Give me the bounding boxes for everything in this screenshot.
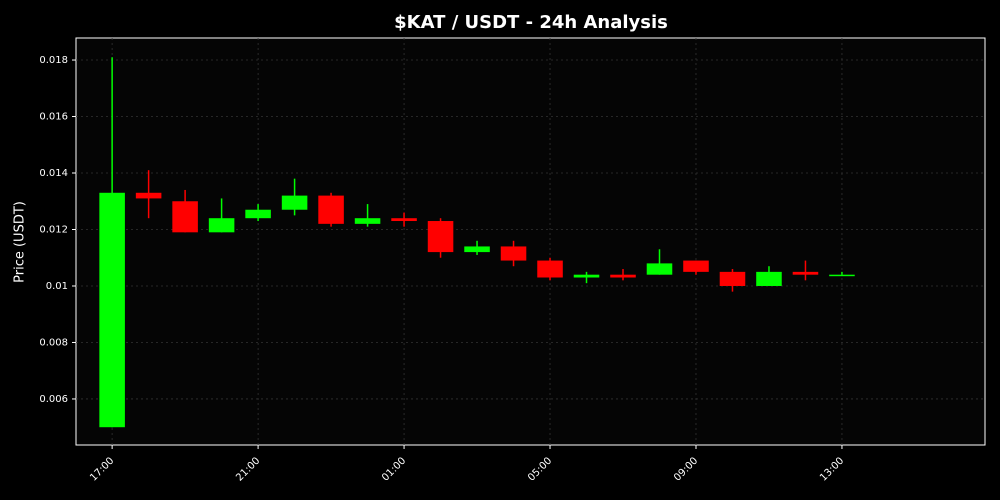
y-tick-label: 0.012 [39, 224, 68, 235]
x-tick-label: 09:00 [672, 455, 700, 483]
candle-body [208, 218, 235, 233]
x-tick-label: 17:00 [88, 455, 116, 483]
candle-body [829, 274, 855, 277]
candle-body [756, 271, 782, 286]
x-tick-label: 13:00 [818, 455, 846, 483]
candle-body [573, 274, 600, 278]
candle-body [464, 246, 490, 253]
y-tick-label: 0.01 [46, 281, 68, 292]
candle-body [281, 195, 308, 210]
candle-body [683, 260, 709, 272]
candle-body [391, 218, 417, 222]
plot-area [75, 37, 986, 446]
chart-title: $KAT / USDT - 24h Analysis [394, 12, 668, 33]
candle-body [427, 221, 454, 253]
y-tick-label: 0.016 [39, 112, 68, 123]
candle-body [135, 192, 162, 199]
candle-body [610, 274, 636, 278]
candle-body [354, 218, 381, 224]
y-tick-label: 0.006 [39, 394, 68, 405]
candle-body [318, 195, 344, 224]
candle-body [537, 260, 563, 278]
candle-body [245, 209, 271, 219]
candle-body [172, 201, 198, 233]
y-axis-label: Price (USDT) [13, 201, 28, 283]
candle-body [792, 271, 819, 275]
y-tick-label: 0.008 [39, 337, 68, 348]
candle-body [500, 246, 527, 261]
y-tick-label: 0.018 [39, 55, 68, 66]
x-tick-label: 21:00 [234, 455, 262, 483]
candle-body [646, 263, 673, 275]
x-tick-label: 01:00 [380, 455, 408, 483]
x-tick-label: 05:00 [526, 455, 554, 483]
candle-body [719, 271, 746, 286]
candle-body [99, 192, 125, 428]
y-tick-label: 0.014 [39, 168, 68, 179]
